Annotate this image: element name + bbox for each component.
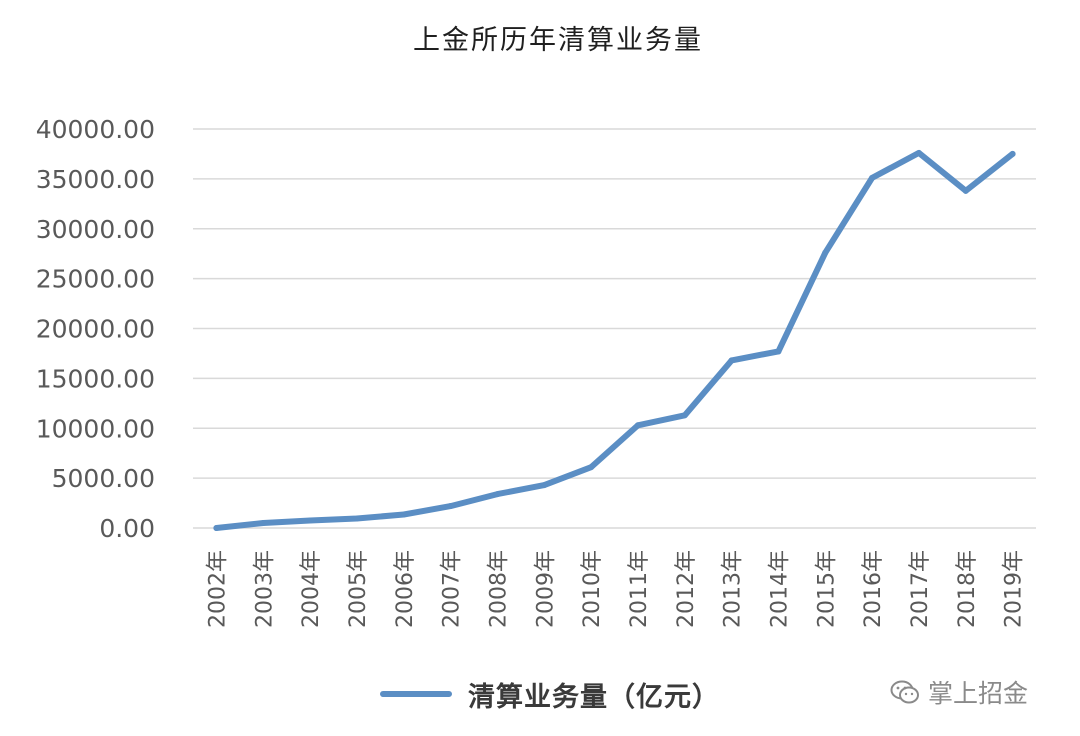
series-line bbox=[213, 149, 1016, 531]
x-tick-label: 2018年 bbox=[955, 550, 980, 628]
y-tick-label: 15000.00 bbox=[36, 364, 155, 393]
data-point bbox=[400, 511, 407, 518]
y-tick-label: 20000.00 bbox=[36, 315, 155, 344]
x-tick-label: 2008年 bbox=[486, 550, 511, 628]
data-point bbox=[260, 520, 267, 527]
y-tick-label: 10000.00 bbox=[36, 414, 155, 443]
x-tick-label: 2017年 bbox=[908, 550, 933, 628]
x-tick-label: 2012年 bbox=[674, 550, 699, 628]
x-tick-label: 2006年 bbox=[393, 550, 418, 628]
watermark-text: 掌上招金 bbox=[928, 679, 1029, 708]
x-tick-label: 2011年 bbox=[627, 550, 652, 628]
data-point bbox=[588, 464, 595, 471]
x-tick-label: 2004年 bbox=[299, 550, 324, 628]
data-point bbox=[1009, 150, 1016, 157]
x-tick-label: 2015年 bbox=[814, 550, 839, 628]
chart-title: 上金所历年清算业务量 bbox=[413, 25, 703, 56]
x-tick-label: 2005年 bbox=[346, 550, 371, 628]
x-tick-label: 2016年 bbox=[861, 550, 886, 628]
y-tick-label: 5000.00 bbox=[52, 464, 155, 493]
x-tick-label: 2019年 bbox=[1002, 550, 1027, 628]
y-tick-label: 0.00 bbox=[99, 514, 155, 543]
data-point bbox=[869, 174, 876, 181]
y-tick-label: 35000.00 bbox=[36, 165, 155, 194]
x-tick-label: 2003年 bbox=[252, 550, 277, 628]
legend-label: 清算业务量（亿元） bbox=[468, 681, 720, 713]
y-tick-label: 40000.00 bbox=[36, 115, 155, 144]
data-point bbox=[353, 515, 360, 522]
x-tick-label: 2013年 bbox=[721, 550, 746, 628]
data-point bbox=[822, 249, 829, 256]
watermark: 掌上招金 bbox=[890, 672, 1028, 712]
data-point bbox=[494, 491, 501, 498]
y-tick-label: 25000.00 bbox=[36, 265, 155, 294]
data-point bbox=[634, 422, 641, 429]
x-tick-label: 2009年 bbox=[533, 550, 558, 628]
data-point bbox=[213, 525, 220, 531]
data-point bbox=[541, 482, 548, 489]
legend: 清算业务量（亿元） bbox=[380, 672, 720, 716]
x-tick-label: 2002年 bbox=[205, 550, 230, 628]
data-point bbox=[915, 149, 922, 156]
data-point bbox=[775, 348, 782, 355]
data-point bbox=[307, 517, 314, 524]
data-point bbox=[447, 503, 454, 510]
y-tick-label: 30000.00 bbox=[36, 215, 155, 244]
x-tick-label: 2014年 bbox=[767, 550, 792, 628]
data-point bbox=[728, 357, 735, 364]
x-tick-label: 2007年 bbox=[440, 550, 465, 628]
x-tick-label: 2010年 bbox=[580, 550, 605, 628]
data-point bbox=[962, 187, 969, 194]
data-point bbox=[681, 412, 688, 419]
wechat-icon bbox=[890, 680, 919, 704]
legend-swatch bbox=[380, 691, 452, 697]
